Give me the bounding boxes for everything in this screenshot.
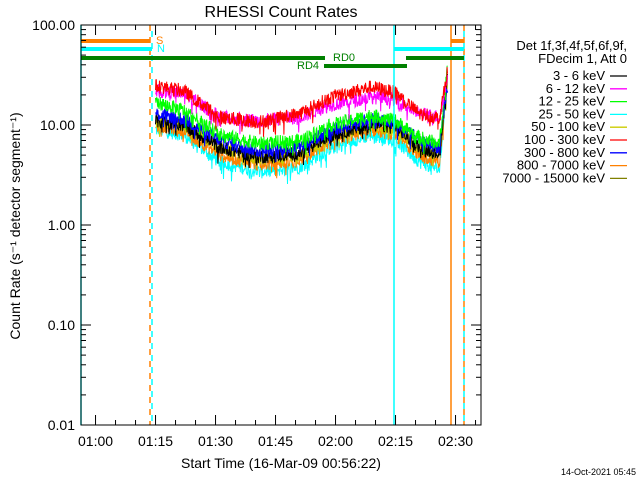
y-tick-label: 0.10 bbox=[48, 317, 75, 333]
flag-label-s: S bbox=[156, 35, 163, 47]
legend-header-1: Det 1f,3f,4f,5f,6f,9f, bbox=[516, 38, 627, 53]
flag-label-n: N bbox=[157, 43, 165, 55]
x-tick-label: 01:30 bbox=[198, 433, 233, 449]
y-tick-label: 100.00 bbox=[32, 17, 75, 33]
legend-label: 50 - 100 keV bbox=[531, 119, 605, 134]
legend-label: 25 - 50 keV bbox=[539, 106, 606, 121]
y-tick-label: 0.01 bbox=[48, 417, 75, 433]
x-axis-label: Start Time (16-Mar-09 00:56:22) bbox=[181, 455, 381, 471]
series-line-12-25keV bbox=[155, 65, 448, 156]
y-tick-label: 10.00 bbox=[40, 117, 75, 133]
x-tick-label: 01:45 bbox=[258, 433, 293, 449]
legend: Det 1f,3f,4f,5f,6f,9f, FDecim 1, Att 0 3… bbox=[502, 38, 627, 185]
x-tick-label: 02:30 bbox=[438, 433, 473, 449]
flag-label-rd0: RD0 bbox=[333, 52, 355, 64]
legend-label: 6 - 12 keV bbox=[546, 81, 606, 96]
plot-frame bbox=[80, 24, 482, 426]
y-tick-label: 1.00 bbox=[48, 217, 75, 233]
x-tick-label: 01:00 bbox=[78, 433, 113, 449]
x-tick-label: 01:15 bbox=[138, 433, 173, 449]
legend-label: 300 - 800 keV bbox=[524, 145, 605, 160]
legend-label: 3 - 6 keV bbox=[553, 68, 605, 83]
series-line-100-300keV bbox=[155, 66, 448, 137]
legend-label: 7000 - 15000 keV bbox=[502, 170, 605, 185]
x-tick-label: 02:15 bbox=[378, 433, 413, 449]
x-tick-label: 02:00 bbox=[318, 433, 353, 449]
legend-header-2: FDecim 1, Att 0 bbox=[538, 51, 627, 66]
chart-title: RHESSI Count Rates bbox=[205, 4, 358, 21]
y-axis-label: Count Rate (s⁻¹ detector segment⁻¹) bbox=[7, 112, 23, 339]
flag-label-rd4: RD4 bbox=[297, 60, 319, 72]
legend-label: 100 - 300 keV bbox=[524, 132, 605, 147]
legend-label: 800 - 7000 keV bbox=[517, 158, 606, 173]
legend-label: 12 - 25 keV bbox=[539, 94, 606, 109]
footer-timestamp: 14-Oct-2021 05:45 bbox=[561, 467, 636, 477]
